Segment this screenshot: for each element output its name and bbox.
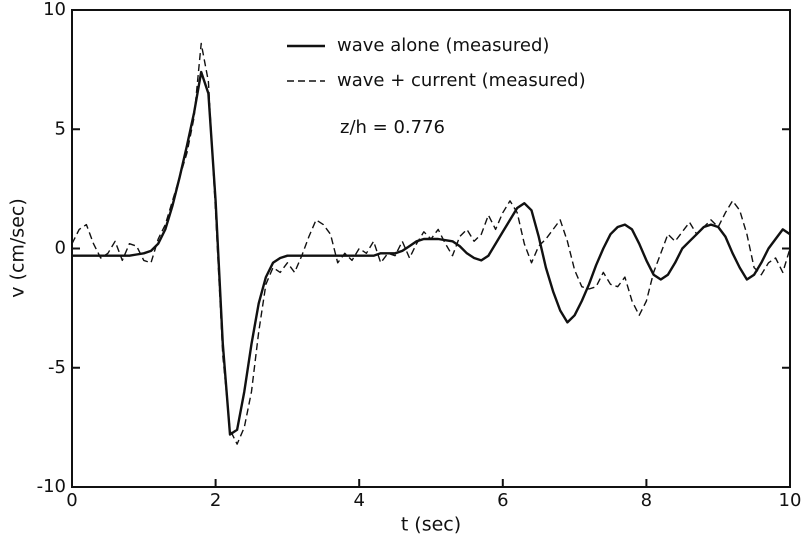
x-tick-label: 4 <box>353 490 364 511</box>
y-tick-label: -5 <box>48 357 66 378</box>
legend-label: wave + current (measured) <box>337 70 586 91</box>
y-tick-label: 5 <box>55 118 66 139</box>
x-tick-label: 2 <box>210 490 221 511</box>
data-line <box>71 42 791 445</box>
x-tick-label: 10 <box>779 490 801 511</box>
x-axis-title: t (sec) <box>401 514 461 536</box>
x-tick-label: 0 <box>66 490 77 511</box>
y-tick-label: 10 <box>43 0 66 20</box>
x-tick-label: 8 <box>641 490 652 511</box>
y-tick-label: -10 <box>37 476 66 497</box>
y-axis-title: v (cm/sec) <box>7 198 29 298</box>
annotation: z/h = 0.776 <box>340 117 445 138</box>
legend-label: wave alone (measured) <box>337 35 549 56</box>
x-tick-label: 6 <box>497 490 508 511</box>
y-tick-label: 0 <box>55 238 66 259</box>
